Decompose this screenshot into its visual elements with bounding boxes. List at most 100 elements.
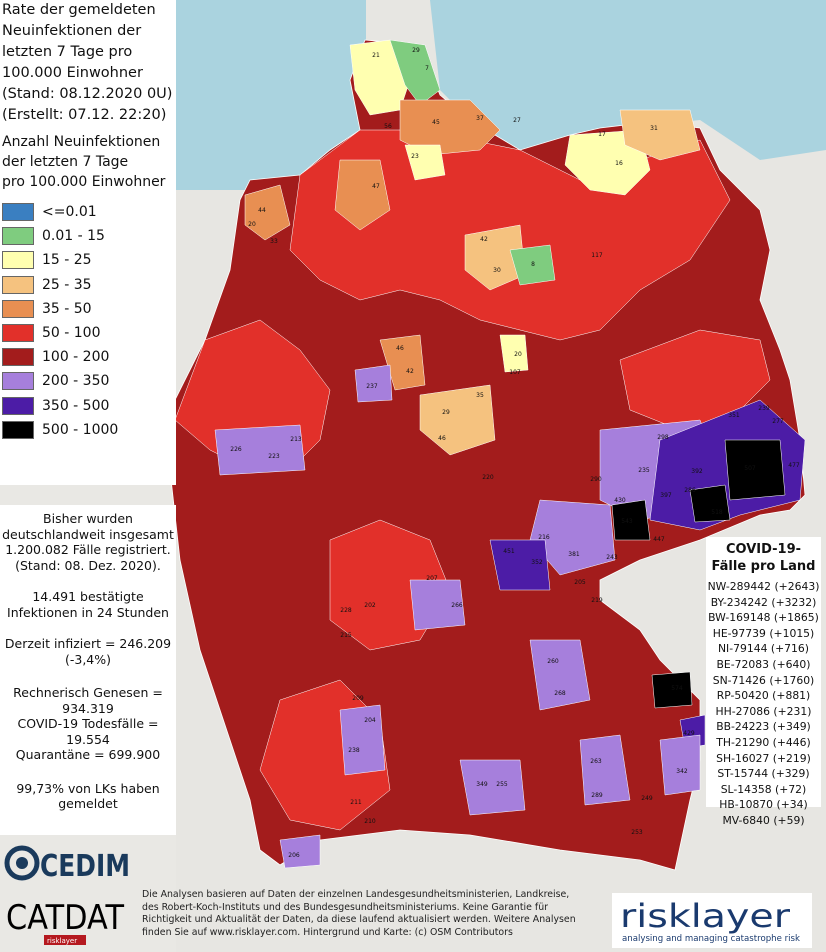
legend-item: 50 - 100 (0, 321, 176, 345)
legend-label: 50 - 100 (42, 325, 101, 342)
legend-label: 200 - 350 (42, 373, 110, 390)
region-value-label: 47 (372, 183, 380, 190)
stat-line: 99,73% von LKs haben (16, 780, 160, 796)
legend-heading: Anzahl Neuinfektionen der letzten 7 Tage… (0, 132, 176, 192)
region-value-label: 42 (480, 236, 488, 243)
region-value-label: 16 (615, 160, 623, 167)
region-franken-violet (489, 539, 551, 591)
catdat-logo-text: CATDAT (6, 898, 124, 938)
region-value-label: 219 (591, 597, 603, 604)
state-case-row: BW-169148 (+1865) (708, 611, 819, 625)
state-case-row: NI-79144 (+716) (717, 642, 809, 656)
stat-line: 934.319 (62, 700, 114, 716)
region-ka-yellow (499, 334, 529, 373)
baltic-sea (430, 0, 826, 160)
region-value-label: 277 (772, 418, 784, 425)
panel-title-line: COVID-19- (725, 542, 802, 557)
region-hh-orange (399, 99, 501, 156)
region-value-label: 216 (538, 534, 550, 541)
state-case-row: HH-27086 (+231) (715, 704, 812, 718)
region-value-label: 352 (531, 559, 543, 566)
state-case-row: ST-15744 (+329) (717, 767, 810, 781)
legend-item: 350 - 500 (0, 394, 176, 418)
legend-label: 15 - 25 (42, 252, 92, 269)
region-value-label: 204 (364, 717, 376, 724)
catdat-sub-text: risklayer (47, 937, 77, 945)
region-thueringen-purple (529, 499, 616, 576)
region-value-label: 235 (638, 467, 650, 474)
map-title: Rate der gemeldeten Neuinfektionen der l… (0, 0, 176, 126)
legend-label: 350 - 500 (42, 397, 110, 414)
stat-line: 14.491 bestätigte (32, 589, 144, 604)
region-value-label: 451 (503, 548, 515, 555)
legend-item: 0.01 - 15 (0, 224, 176, 248)
active-infections-text: Derzeit infiziert = 246.209 (-3,4%) (0, 636, 176, 667)
region-hessen-purple (409, 579, 466, 631)
stat-line: (Stand: 08. Dez. 2020). (15, 557, 161, 573)
stat-line: gemeldet (58, 796, 118, 811)
legend-swatch (2, 227, 34, 246)
region-passau-black (651, 671, 693, 709)
region-nds-purple (354, 364, 393, 403)
legend-label: 100 - 200 (42, 349, 110, 366)
data-source-note: Die Analysen basieren auf Daten der einz… (142, 889, 608, 939)
state-case-row: BY-234242 (+3232) (710, 595, 817, 609)
title-line: 100.000 Einwohner (2, 65, 143, 81)
total-cases-text: Bisher wurden deutschlandweit insgesamt … (0, 511, 176, 573)
region-value-label: 543 (621, 518, 633, 525)
region-red-east (619, 329, 771, 431)
region-value-label: 477 (788, 462, 800, 469)
region-value-label: 8 (531, 261, 535, 268)
region-harz-tan (464, 224, 526, 291)
legend-label: 35 - 50 (42, 300, 92, 317)
region-ems-orange (244, 184, 291, 241)
state-case-list: NW-289442 (+2643) BY-234242 (+3232) BW-169… (706, 579, 821, 829)
legend-item: 200 - 350 (0, 369, 176, 393)
stat-line: Rechnerisch Genesen = (13, 685, 163, 700)
region-value-label: 209 (352, 695, 364, 702)
region-value-label: 27 (513, 117, 521, 124)
region-allgaeu-purple (279, 834, 321, 869)
legend-swatch (2, 396, 34, 415)
region-value-label: 33 (270, 238, 278, 245)
legend-item: 500 - 1000 (0, 418, 176, 442)
region-value-label: 220 (482, 474, 494, 481)
region-value-label: 228 (340, 607, 352, 614)
region-value-label: 29 (412, 47, 420, 54)
legend-swatch (2, 251, 34, 270)
new-infections-text: 14.491 bestätigte Infektionen in 24 Stun… (0, 589, 176, 620)
stat-line: COVID-19 Todesfälle = (17, 716, 159, 731)
region-value-label: 260 (547, 658, 559, 665)
region-erzgebirge-black (689, 484, 731, 523)
stat-line: Derzeit infiziert = 246.209 (4, 636, 172, 651)
region-value-label: 430 (614, 497, 626, 504)
legend-swatch (2, 324, 34, 343)
region-value-label: 290 (590, 476, 602, 483)
title-line: Neuinfektionen der (2, 23, 142, 39)
region-value-label: 243 (606, 554, 618, 561)
region-value-label: 268 (554, 690, 566, 697)
region-hessen-tan (419, 384, 496, 456)
region-value-label: 29 (442, 409, 450, 416)
region-value-label: 206 (288, 852, 300, 859)
stat-line: 1.200.082 Fälle registriert. (5, 542, 171, 557)
region-value-label: 392 (691, 468, 703, 475)
region-value-label: 226 (230, 446, 242, 453)
legend-label: <=0.01 (42, 204, 97, 221)
region-value-label: 44 (258, 207, 266, 214)
region-value-label: 429 (683, 730, 695, 737)
legend-heading-line: Anzahl Neuinfektionen (2, 134, 161, 150)
legend-label: 500 - 1000 (42, 421, 119, 438)
legend-item: 100 - 200 (0, 345, 176, 369)
legend-heading-line: der letzten 7 Tage (2, 154, 129, 170)
region-value-label: 210 (364, 818, 376, 825)
region-value-label: 286 (684, 487, 696, 494)
region-value-label: 213 (290, 436, 302, 443)
region-value-label: 263 (590, 758, 602, 765)
region-bayern-east-purple (659, 734, 701, 796)
region-value-label: 238 (348, 747, 360, 754)
state-case-row: RP-50420 (+881) (716, 689, 811, 703)
region-value-label: 351 (728, 412, 740, 419)
